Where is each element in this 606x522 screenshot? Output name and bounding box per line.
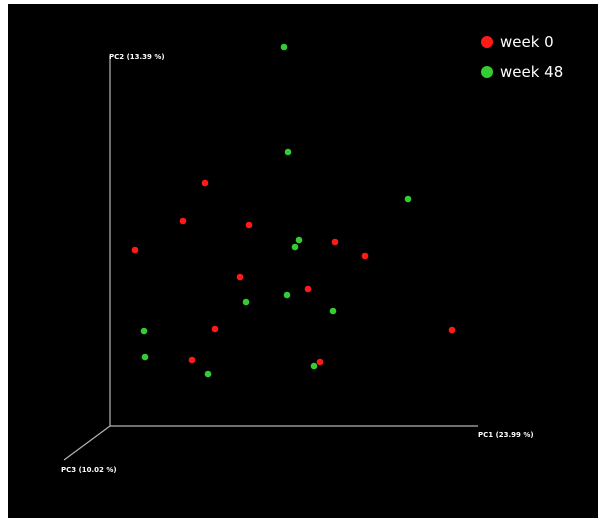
point-week-48-11 bbox=[204, 370, 212, 378]
legend-swatch-week-0 bbox=[481, 36, 493, 48]
point-week-48-5 bbox=[283, 291, 291, 299]
plot-area: PC2 (13.39 %) PC1 (23.99 %) PC3 (10.02 %… bbox=[8, 4, 598, 518]
point-week-48-2 bbox=[404, 195, 412, 203]
legend-item-week-48: week 48 bbox=[481, 63, 563, 81]
pc3-axis-label: PC3 (10.02 %) bbox=[61, 466, 117, 474]
data-points bbox=[131, 43, 456, 378]
pc3-axis-line bbox=[63, 425, 111, 461]
point-week-0-3 bbox=[245, 221, 253, 229]
point-week-48-1 bbox=[284, 148, 292, 156]
axis-lines bbox=[63, 56, 478, 461]
pc2-axis-label: PC2 (13.39 %) bbox=[109, 53, 165, 61]
point-week-0-11 bbox=[448, 326, 456, 334]
point-week-48-7 bbox=[329, 307, 337, 315]
point-week-0-9 bbox=[188, 356, 196, 364]
pc1-axis-label: PC1 (23.99 %) bbox=[478, 431, 534, 439]
legend-swatch-week-48 bbox=[481, 66, 493, 78]
legend-label-week-48: week 48 bbox=[500, 63, 563, 81]
point-week-48-9 bbox=[141, 353, 149, 361]
point-week-0-10 bbox=[316, 358, 324, 366]
legend-label-week-0: week 0 bbox=[500, 33, 554, 51]
point-week-0-4 bbox=[331, 238, 339, 246]
point-week-0-1 bbox=[179, 217, 187, 225]
point-week-0-2 bbox=[131, 246, 139, 254]
point-week-0-5 bbox=[361, 252, 369, 260]
point-week-0-8 bbox=[211, 325, 219, 333]
point-week-48-10 bbox=[310, 362, 318, 370]
point-week-48-6 bbox=[242, 298, 250, 306]
point-week-48-0 bbox=[280, 43, 288, 51]
point-week-48-3 bbox=[295, 236, 303, 244]
point-week-0-7 bbox=[304, 285, 312, 293]
point-week-48-8 bbox=[140, 327, 148, 335]
point-week-48-4 bbox=[291, 243, 299, 251]
legend-item-week-0: week 0 bbox=[481, 33, 554, 51]
point-week-0-0 bbox=[201, 179, 209, 187]
point-week-0-6 bbox=[236, 273, 244, 281]
scatter-plot: PC2 (13.39 %) PC1 (23.99 %) PC3 (10.02 %… bbox=[61, 33, 563, 474]
legend: week 0 week 48 bbox=[481, 33, 563, 81]
